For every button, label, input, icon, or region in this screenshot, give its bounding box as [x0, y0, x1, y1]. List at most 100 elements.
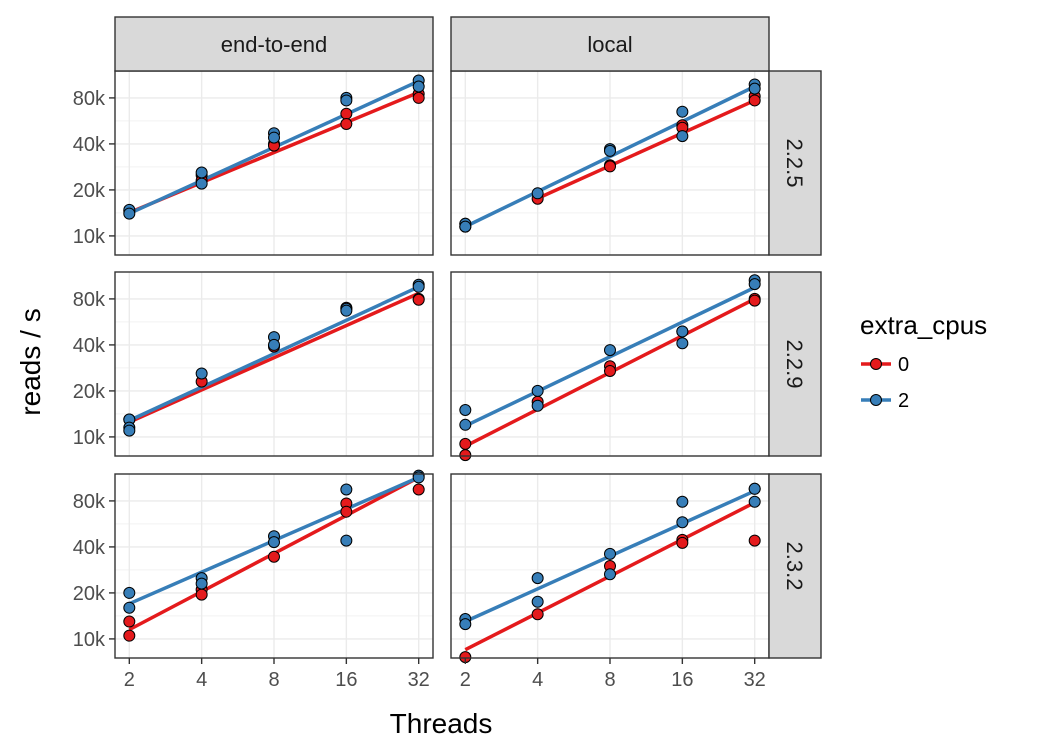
point-extra-cpus-0 [748, 534, 761, 547]
strip-col-end-to-end: end-to-end [114, 16, 434, 72]
y-tick-label: 20k [73, 583, 106, 605]
legend-item-2: 2 [861, 390, 909, 412]
point-extra-cpus-0 [604, 364, 616, 377]
point-extra-cpus-2 [748, 278, 761, 291]
strip-label: local [587, 32, 632, 57]
point-extra-cpus-2 [195, 177, 208, 190]
point-extra-cpus-2 [195, 367, 208, 380]
panel-end-to-end-2.3.2 [114, 469, 434, 659]
strip-label: end-to-end [221, 32, 327, 57]
point-extra-cpus-0 [123, 629, 136, 642]
fit-line-extra-cpus-2 [464, 285, 756, 428]
axes-layer: 10k 20k 40k 80k 10k 20k 40k 80k 10k 20k 40k 80k 2 4 8 1… [73, 88, 766, 691]
point-extra-cpus-2 [195, 166, 208, 179]
strip-background [768, 473, 822, 659]
strip-label: 2.3.2 [782, 542, 807, 591]
strip-background [768, 271, 822, 457]
point-extra-cpus-2 [676, 337, 689, 350]
point-extra-cpus-0 [748, 294, 761, 307]
point-extra-cpus-2 [412, 80, 425, 93]
x-tick-label: 8 [604, 669, 615, 691]
point-extra-cpus-2 [340, 94, 353, 107]
point-extra-cpus-2 [459, 418, 472, 431]
point-extra-cpus-0 [268, 550, 280, 563]
point-extra-cpus-2 [340, 534, 353, 547]
y-tick-label: 20k [73, 381, 106, 403]
point-extra-cpus-2 [123, 601, 136, 614]
legend-item-0: 0 [861, 354, 909, 376]
point-extra-cpus-2 [268, 536, 280, 549]
strips-layer: end-to-end local 2.2.5 2.2.9 2.3.2 [114, 16, 822, 659]
panel-local-2.3.2 [450, 473, 770, 664]
point-extra-cpus-2 [604, 568, 616, 581]
y-tick-label: 10k [73, 226, 106, 248]
x-tick-label: 2 [460, 669, 471, 691]
point-extra-cpus-2 [748, 82, 761, 95]
point-extra-cpus-2 [676, 516, 689, 529]
fit-line-extra-cpus-0 [536, 98, 756, 200]
y-axis-title: reads / s [15, 308, 46, 415]
point-extra-cpus-2 [531, 595, 544, 608]
point-extra-cpus-2 [531, 384, 544, 397]
point-extra-cpus-2 [340, 483, 353, 496]
y-tick-label: 40k [73, 134, 106, 156]
point-extra-cpus-2 [412, 280, 425, 293]
strip-background [768, 70, 822, 256]
point-extra-cpus-2 [123, 207, 136, 220]
point-extra-cpus-0 [412, 293, 425, 306]
point-extra-cpus-2 [748, 495, 761, 508]
point-extra-cpus-0 [459, 437, 472, 450]
point-extra-cpus-0 [604, 160, 616, 173]
y-tick-label: 10k [73, 427, 106, 449]
point-extra-cpus-0 [195, 588, 208, 601]
point-extra-cpus-2 [459, 618, 472, 631]
panel-local-2.2.5 [450, 70, 770, 256]
strip-background [114, 16, 434, 72]
panel-local-2.2.9 [450, 271, 770, 462]
point-extra-cpus-0 [676, 536, 689, 549]
y-tick-label: 80k [73, 491, 106, 513]
point-extra-cpus-2 [604, 344, 616, 357]
point-extra-cpus-2 [195, 577, 208, 590]
x-axis-title: Threads [390, 708, 493, 739]
point-extra-cpus-0 [412, 91, 425, 104]
y-tick-label: 20k [73, 180, 106, 202]
legend-title: extra_cpus [860, 310, 987, 340]
point-extra-cpus-2 [676, 495, 689, 508]
x-tick-label: 32 [408, 669, 430, 691]
x-tick-label: 16 [335, 669, 357, 691]
legend-key-point [870, 358, 882, 370]
point-extra-cpus-0 [748, 94, 761, 107]
y-tick-label: 80k [73, 289, 106, 311]
x-tick-label: 32 [744, 669, 766, 691]
y-tick-label: 10k [73, 629, 106, 651]
x-tick-label: 8 [268, 669, 279, 691]
point-extra-cpus-2 [604, 144, 616, 157]
fit-line-extra-cpus-2 [128, 285, 420, 423]
legend-key-point [870, 394, 882, 406]
point-extra-cpus-2 [676, 105, 689, 118]
point-extra-cpus-2 [748, 482, 761, 495]
point-extra-cpus-2 [268, 338, 280, 351]
point-extra-cpus-0 [340, 117, 353, 130]
point-extra-cpus-2 [340, 304, 353, 317]
strip-label: 2.2.9 [782, 340, 807, 389]
panel-end-to-end-2.2.5 [114, 70, 434, 256]
point-extra-cpus-0 [340, 505, 353, 518]
point-extra-cpus-2 [531, 572, 544, 585]
panels-layer [114, 70, 770, 664]
legend-item-label: 2 [898, 390, 909, 412]
point-extra-cpus-0 [531, 608, 544, 621]
x-tick-label: 16 [671, 669, 693, 691]
point-extra-cpus-0 [412, 483, 425, 496]
point-extra-cpus-2 [604, 547, 616, 560]
y-tick-label: 40k [73, 335, 106, 357]
point-extra-cpus-2 [268, 131, 280, 144]
fit-line-extra-cpus-0 [128, 291, 420, 424]
point-extra-cpus-2 [676, 325, 689, 338]
point-extra-cpus-0 [340, 107, 353, 120]
panel-end-to-end-2.2.9 [114, 271, 434, 457]
strip-row-2.3.2: 2.3.2 [768, 473, 822, 659]
point-extra-cpus-2 [531, 187, 544, 200]
